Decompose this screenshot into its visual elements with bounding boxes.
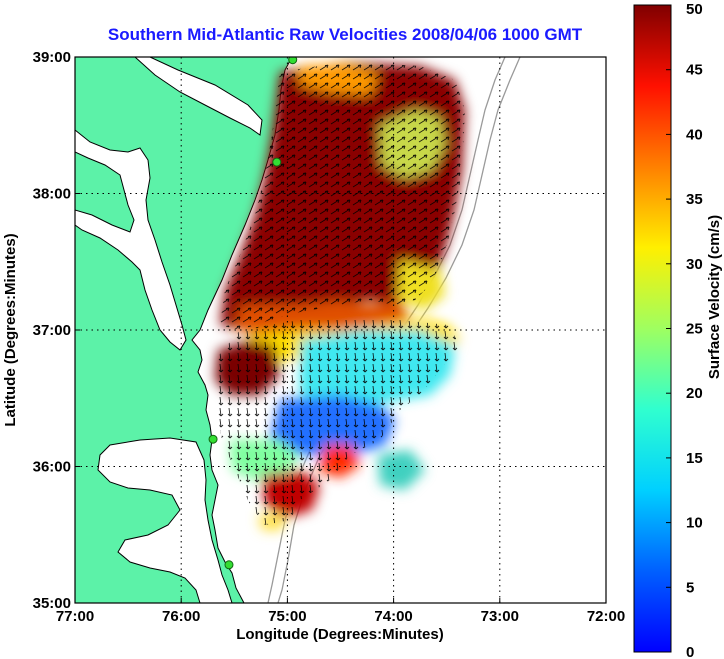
y-tick-label: 38:00 <box>33 186 71 203</box>
plot-area <box>75 57 606 603</box>
y-tick-labels: 35:00 36:00 37:00 38:00 39:00 <box>33 49 80 612</box>
colorbar-tick-label: 10 <box>686 515 703 532</box>
codar-stations <box>208 57 298 570</box>
x-tick-label: 75:00 <box>268 608 306 625</box>
colorbar-tick-label: 45 <box>686 62 703 79</box>
colorbar-tick-label: 40 <box>686 126 703 143</box>
colorbar-tick-label: 30 <box>686 256 703 273</box>
colorbar-tick-label: 25 <box>686 321 703 338</box>
station-marker <box>224 560 234 570</box>
delaware-bay <box>134 57 263 136</box>
colorbar-tick-label: 50 <box>686 1 703 18</box>
colorbar-label: Surface Velocity (cm/s) <box>706 215 723 379</box>
colorbar-tick-label: 15 <box>686 450 703 467</box>
pamlico-sound <box>97 437 233 603</box>
colorbar-tick-label: 20 <box>686 385 703 402</box>
colorbar-tick-labels: 0 5 10 15 20 25 30 35 40 45 50 <box>666 1 703 659</box>
coastline <box>191 57 293 603</box>
colorbar-tick-label: 5 <box>686 579 694 596</box>
y-tick-label: 36:00 <box>33 459 71 476</box>
velocity-vectors <box>215 62 465 525</box>
y-tick-label: 39:00 <box>33 49 71 66</box>
x-tick-label: 73:00 <box>481 608 519 625</box>
y-tick-label: 37:00 <box>33 322 71 339</box>
x-tick-labels: 77:00 76:00 75:00 74:00 73:00 72:00 <box>56 598 625 625</box>
y-tick-label: 35:00 <box>33 595 71 612</box>
station-marker <box>288 57 298 65</box>
chesapeake-bay <box>75 129 187 351</box>
grid-lines <box>75 57 606 603</box>
station-marker <box>208 434 218 444</box>
x-axis-label: Longitude (Degrees:Minutes) <box>236 626 444 643</box>
x-tick-label: 77:00 <box>56 608 94 625</box>
x-tick-label: 72:00 <box>587 608 625 625</box>
colorbar: 0 5 10 15 20 25 30 35 40 45 50 Surface Velocity (c… <box>633 1 723 659</box>
x-tick-label: 76:00 <box>162 608 200 625</box>
x-tick-label: 74:00 <box>374 608 412 625</box>
colorbar-gradient <box>633 4 672 653</box>
colorbar-tick-label: 35 <box>686 191 703 208</box>
y-axis-label: Latitude (Degrees:Minutes) <box>2 233 19 426</box>
station-marker <box>272 157 282 167</box>
chart-title: Southern Mid-Atlantic Raw Velocities 200… <box>108 25 583 44</box>
colorbar-tick-label: 0 <box>686 644 694 659</box>
